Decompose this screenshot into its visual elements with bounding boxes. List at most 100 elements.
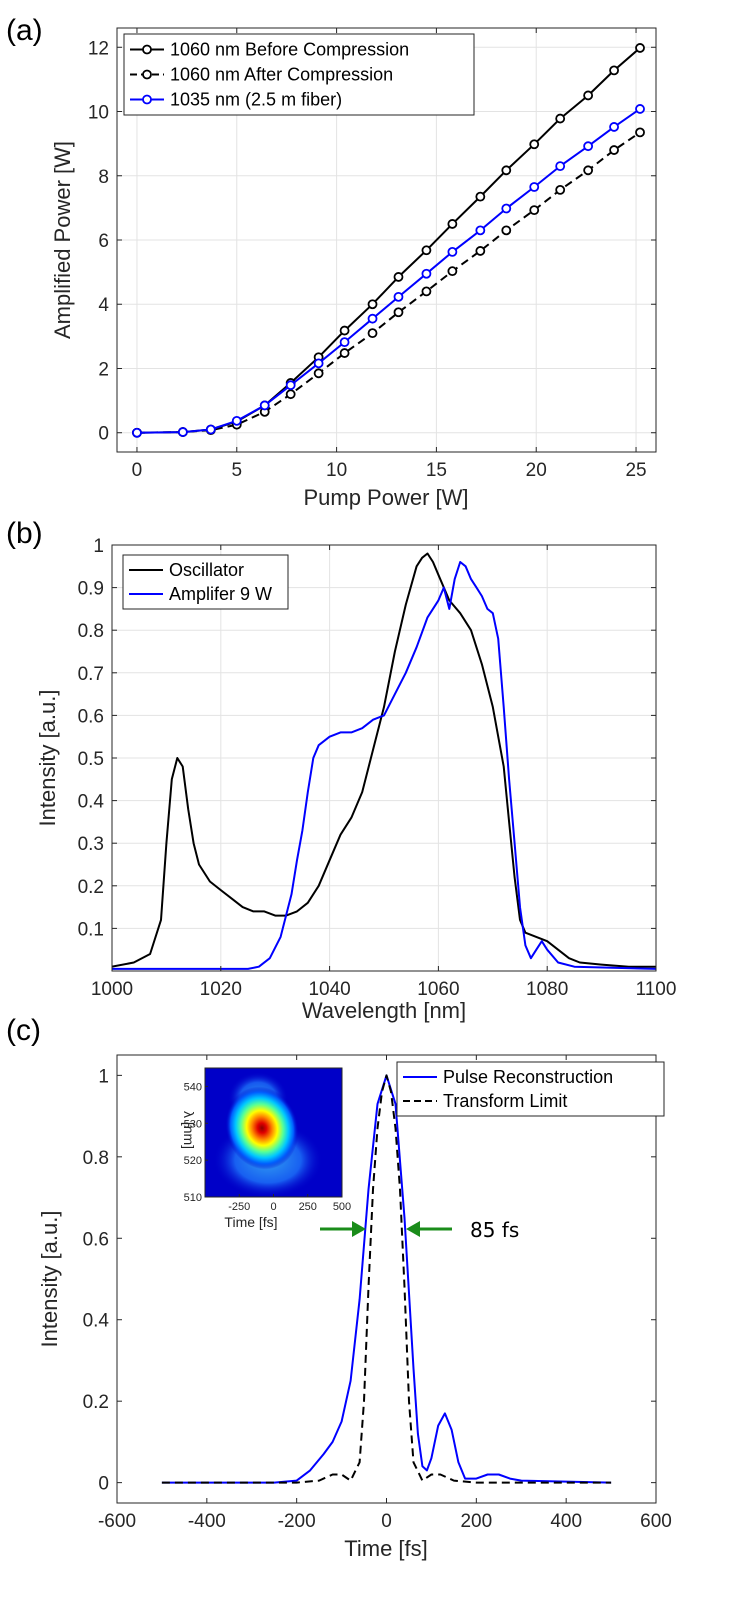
panel-b-ytick-label-0: 0.1 xyxy=(78,919,104,940)
panel-c-xlabel: Time [fs] xyxy=(344,1536,428,1561)
panel-a-legend xyxy=(123,33,475,116)
panel-a-series-0-point-17 xyxy=(609,65,619,76)
panel-c-ytick-label-4: 0.8 xyxy=(83,1148,109,1169)
panel-a-series-2-point-13 xyxy=(501,203,512,214)
panel-a-series-2-point-3 xyxy=(231,415,242,426)
panel-a-ylabel: Amplified Power [W] xyxy=(50,141,75,339)
panel-b-legend-label-1: Amplifer 9 W xyxy=(169,584,272,604)
panel-a-series-2-point-18 xyxy=(635,104,645,114)
panel-b-ytick-label-2: 0.3 xyxy=(78,834,104,855)
panel-a-series-1-point-7 xyxy=(339,348,350,358)
panel-a-series-1-point-8 xyxy=(367,328,378,339)
panel-b-series-1-line xyxy=(112,561,656,970)
panel-a-series-1-point-11 xyxy=(447,266,458,277)
panel-a-series-2-point-10 xyxy=(421,268,432,279)
panel-a-series-2-point-4 xyxy=(259,400,270,411)
panel-a-series-1-point-10 xyxy=(421,286,432,297)
panel-a-xtick-label-0: 0 xyxy=(132,460,143,481)
panel-a-series-0-point-13 xyxy=(501,165,512,176)
inset-ytick-label-0: 510 xyxy=(184,1192,202,1204)
panel-a-series-2-point-17 xyxy=(609,122,619,132)
inset-xtick-label-0: -250 xyxy=(228,1201,250,1213)
panel-a-series-0-point-16 xyxy=(583,90,594,101)
inset-xtick-label-1: 0 xyxy=(270,1201,276,1213)
panel-a-series-1-point-14 xyxy=(529,205,540,216)
panel-a-series-2-point-5 xyxy=(285,380,296,391)
panel-a-series-0-point-14 xyxy=(529,139,540,150)
panel-c-xtick-label-3: 0 xyxy=(381,1511,392,1532)
inset-ytick-label-1: 520 xyxy=(184,1155,202,1167)
panel-a-series-2-point-2 xyxy=(205,424,216,435)
panel-c: -600 -400 -200 0 200 400 600 0 0.2 0.4 0.6 0.8 1 Puls… xyxy=(83,1054,672,1532)
panel-a-series-0-point-7 xyxy=(339,325,350,336)
inset-peak xyxy=(225,1086,299,1170)
fwhm-annotation: 85 fs xyxy=(320,1218,519,1242)
panel-b-xtick-label-1: 1020 xyxy=(200,979,242,1000)
panel-a-series-1-point-12 xyxy=(475,246,486,256)
panel-a-series-2-point-8 xyxy=(367,313,378,324)
panel-a-series-2-point-7 xyxy=(339,337,350,348)
panel-b-xlabel: Wavelength [nm] xyxy=(302,998,466,1023)
panel-c-xtick-label-0: -600 xyxy=(98,1511,136,1532)
panel-b-xtick-label-3: 1060 xyxy=(417,979,459,1000)
panel-a-series-0-point-11 xyxy=(447,219,458,229)
panel-a-series-0-point-9 xyxy=(393,272,404,282)
panel-a-series-2-point-12 xyxy=(475,225,486,236)
panel-b-ytick-label-7: 0.8 xyxy=(78,621,104,642)
panel-b-legend-label-0: Oscillator xyxy=(169,560,244,580)
panel-a-legend-marker-2 xyxy=(142,94,152,105)
panel-a-xtick-label-4: 20 xyxy=(526,460,547,481)
panel-a-xtick-label-5: 25 xyxy=(625,460,646,481)
panel-b-ytick-label-8: 0.9 xyxy=(78,579,104,600)
panel-c-legend-label-0: Pulse Reconstruction xyxy=(443,1067,613,1087)
panel-a-ytick-label-6: 12 xyxy=(88,38,109,59)
panel-label-a: (a) xyxy=(6,14,43,47)
panel-a-series-0-point-18 xyxy=(635,43,645,53)
panel-a-legend-marker-1 xyxy=(142,69,152,80)
panel-a-series-1-point-13 xyxy=(501,225,512,236)
panel-a-xtick-label-2: 10 xyxy=(326,460,347,481)
panel-b-xtick-label-5: 1100 xyxy=(636,979,677,1000)
panel-c-ytick-label-1: 0.2 xyxy=(83,1392,109,1413)
panel-a-series-1-point-15 xyxy=(555,184,566,195)
panel-b-xtick-label-2: 1040 xyxy=(308,979,350,1000)
right-arrow-head xyxy=(406,1221,420,1237)
panel-c-series-1-line xyxy=(161,1074,612,1484)
panel-c-xtick-label-5: 400 xyxy=(550,1511,582,1532)
panel-c-xtick-label-4: 200 xyxy=(460,1511,492,1532)
panel-a-ytick-label-5: 10 xyxy=(88,103,109,124)
inset-xlabel: Time [fs] xyxy=(224,1214,277,1230)
panel-a-series-2-point-15 xyxy=(555,161,566,172)
inset-ytick-label-3: 540 xyxy=(184,1081,202,1093)
panel-a-series-2-point-6 xyxy=(313,358,324,369)
inset-xtick-label-3: 500 xyxy=(333,1201,351,1213)
panel-a-series-0-point-15 xyxy=(555,113,566,124)
panel-b-ytick-label-5: 0.6 xyxy=(78,706,104,727)
panel-a-legend-label-0: 1060 nm Before Compression xyxy=(170,40,409,60)
panel-a-series-2-point-16 xyxy=(583,141,594,152)
panel-a-series-1-point-16 xyxy=(583,165,594,176)
panel-a-series-0-point-8 xyxy=(367,299,378,310)
panel-a-xtick-label-3: 15 xyxy=(426,460,447,481)
panel-a-xlabel: Pump Power [W] xyxy=(303,485,468,510)
panel-a-series-1-point-9 xyxy=(393,307,404,318)
panel-a-series-2-point-1 xyxy=(177,427,188,437)
panel-a-ytick-label-0: 0 xyxy=(98,424,109,445)
panel-a-series-0-point-12 xyxy=(475,191,486,202)
panel-c-ytick-label-0: 0 xyxy=(98,1474,109,1495)
panel-a-ytick-label-3: 6 xyxy=(98,231,109,252)
panel-c-ytick-label-2: 0.4 xyxy=(83,1311,110,1332)
panel-c-ytick-label-3: 0.6 xyxy=(83,1229,109,1250)
panel-b-xtick-label-4: 1080 xyxy=(526,979,568,1000)
panel-b-xtick-label-0: 1000 xyxy=(91,979,133,1000)
panel-c-legend xyxy=(396,1061,665,1117)
panel-a-series-2-point-11 xyxy=(447,246,458,257)
panel-c-xtick-label-2: -200 xyxy=(278,1511,316,1532)
panel-a-legend-label-1: 1060 nm After Compression xyxy=(170,65,393,85)
panel-a-ytick-label-2: 4 xyxy=(98,295,109,316)
panel-a-ytick-label-1: 2 xyxy=(98,359,109,380)
panel-c-ytick-label-5: 1 xyxy=(98,1066,109,1087)
inset-ylabel: λ [nm] xyxy=(181,1111,197,1149)
inset-xtick-label-2: 250 xyxy=(299,1201,317,1213)
panel-b-ylabel: Intensity [a.u.] xyxy=(35,690,60,827)
